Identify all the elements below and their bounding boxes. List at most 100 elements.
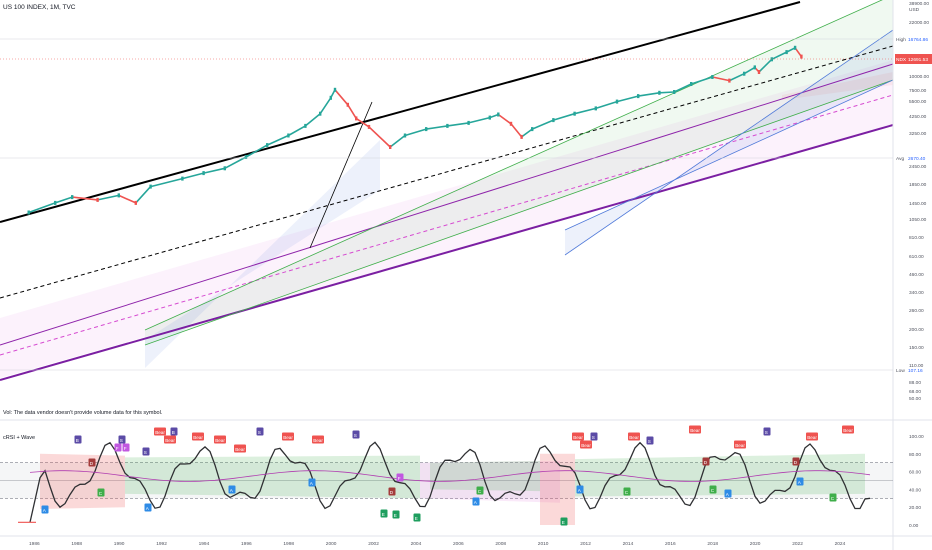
time-tick-label: 2024 [835, 541, 846, 547]
price-tick-label: 68.00 [909, 389, 921, 395]
price-point [785, 50, 788, 55]
price-segment [712, 76, 730, 82]
price-point [728, 78, 731, 83]
signal-badge-text: B [172, 430, 175, 435]
time-tick-label: 1998 [283, 541, 294, 547]
signal-badge-text: F [398, 476, 401, 481]
signal-badge-text: A [726, 492, 730, 497]
osc-red-band-1 [40, 453, 125, 509]
time-tick-label: 2006 [453, 541, 464, 547]
signal-badge-text: C [99, 491, 103, 496]
blue-upper-line [564, 29, 894, 256]
pink-channel-band [0, 60, 893, 378]
price-segment [743, 66, 756, 75]
price-point [800, 54, 803, 59]
price-point [673, 90, 676, 94]
signal-badge: Bear [689, 425, 701, 434]
price-point [27, 210, 30, 215]
signal-badge: E [560, 517, 568, 526]
signal-badge-text: B [76, 438, 79, 443]
signal-badge-box [388, 487, 396, 496]
price-segment [786, 47, 796, 53]
signal-badge: S [646, 436, 654, 445]
price-segment [28, 202, 56, 214]
signal-badge: Bear [572, 432, 584, 441]
price-segment [182, 172, 204, 180]
price-tick-label: 5500.00 [909, 99, 927, 105]
price-tick-label: 610.00 [909, 254, 924, 260]
price-segment [355, 117, 370, 128]
osc-tick-label: 20.00 [909, 505, 921, 511]
signal-badge: Bear [154, 427, 166, 436]
signal-badge-text: S [354, 433, 357, 438]
signal-badge-box [580, 440, 592, 449]
price-point [355, 116, 358, 121]
signal-badge: F [396, 473, 404, 482]
price-candles [27, 45, 803, 215]
price-segment [468, 116, 490, 124]
price-segment [150, 177, 183, 188]
osc-tick-label: 100.00 [909, 434, 924, 440]
price-segment [771, 51, 787, 61]
time-tick-label: 2018 [707, 541, 718, 547]
dotcom-thin-line [309, 101, 373, 249]
signal-badge: S [763, 427, 771, 436]
price-level-label: Low [896, 368, 905, 374]
price-point [594, 106, 597, 111]
price-level-value: 107.16 [908, 368, 923, 374]
signal-badge: S [118, 435, 126, 444]
price-point [71, 195, 74, 200]
signal-badge-box [234, 444, 246, 453]
price-segment [758, 58, 773, 73]
signal-badge: B [170, 427, 178, 436]
signal-badge-box [724, 489, 732, 498]
price-tick-label: 1450.00 [909, 201, 927, 207]
signal-badge: E [413, 513, 421, 522]
price-point [552, 118, 555, 123]
price-tick-label: 1050.00 [909, 217, 927, 223]
signal-badge: D [388, 487, 396, 496]
signal-badge: E [392, 510, 400, 519]
signal-badge-text: S [144, 450, 147, 455]
time-tick-label: 2004 [411, 541, 422, 547]
signal-badge-box [144, 503, 152, 512]
signal-badge-text: A [474, 500, 478, 505]
signal-badge-box [118, 435, 126, 444]
signal-badge-text: Bear [843, 428, 853, 433]
signal-badge: Bear [734, 440, 746, 449]
signal-badge-box [282, 432, 294, 441]
signal-badge-text: E [382, 512, 385, 517]
signal-badge-box [352, 430, 360, 439]
price-point [793, 45, 797, 50]
price-segment [673, 83, 692, 93]
indicator-title: cRSI + Wave [3, 435, 35, 441]
signal-badge-box [590, 432, 598, 441]
signal-badge-box [192, 432, 204, 441]
upper-black-trendline [0, 1, 801, 223]
price-point [181, 176, 184, 181]
signal-badge-box [154, 427, 166, 436]
signal-badge: Bear [164, 435, 176, 444]
time-tick-label: 2016 [665, 541, 676, 547]
signal-badge: D [702, 457, 710, 466]
signal-badge-text: D [90, 461, 94, 466]
price-segment [54, 196, 73, 204]
price-segment [304, 113, 321, 127]
time-tick-label: 2008 [495, 541, 506, 547]
middle-black-dashed-trendline [0, 45, 894, 299]
blue-channel-left [145, 140, 380, 368]
red-shade [782, 72, 893, 100]
signal-badge-text: E [394, 513, 397, 518]
price-segment [616, 95, 639, 103]
signal-badge-box [114, 443, 122, 452]
price-point [615, 99, 619, 104]
signal-badge: A [576, 485, 584, 494]
signal-badge-text: A [578, 488, 582, 493]
price-level-label: Avg [896, 156, 905, 162]
signal-badge: Bear [806, 432, 818, 441]
signal-badge-text: S [258, 430, 261, 435]
signal-badge: F [114, 443, 122, 452]
price-tick-label: 260.00 [909, 308, 924, 314]
signal-badge-box [476, 486, 484, 495]
